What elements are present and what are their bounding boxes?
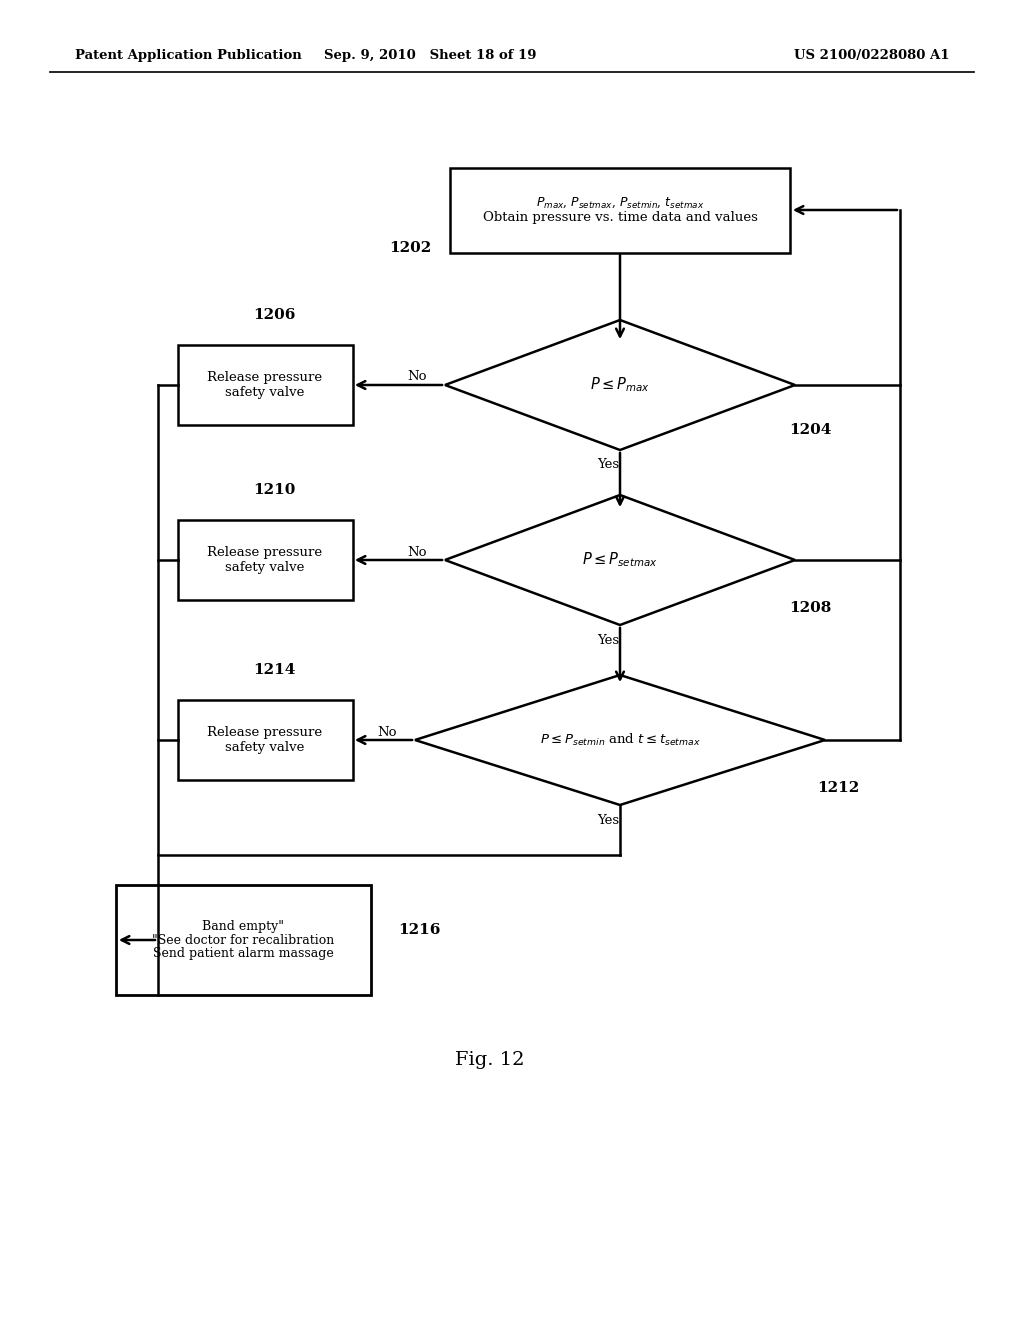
Bar	[450, 168, 790, 252]
Text: 1202: 1202	[389, 242, 431, 255]
Text: $P \leq P_{max}$: $P \leq P_{max}$	[590, 376, 650, 395]
Text: Obtain pressure vs. time data and values: Obtain pressure vs. time data and values	[482, 211, 758, 224]
Text: 1204: 1204	[788, 422, 831, 437]
Text: 1208: 1208	[788, 601, 831, 615]
Text: US 2100/0228080 A1: US 2100/0228080 A1	[795, 49, 950, 62]
Text: No: No	[408, 545, 427, 558]
Text: $P \leq P_{setmin}$ and $t \leq t_{setmax}$: $P \leq P_{setmin}$ and $t \leq t_{setma…	[540, 733, 700, 748]
Text: 1206: 1206	[253, 308, 295, 322]
Text: No: No	[378, 726, 397, 738]
Text: $P \leq P_{setmax}$: $P \leq P_{setmax}$	[583, 550, 657, 569]
Text: No: No	[408, 371, 427, 384]
Text: Release pressure
safety valve: Release pressure safety valve	[208, 546, 323, 574]
Text: Fig. 12: Fig. 12	[456, 1051, 524, 1069]
Bar	[116, 884, 371, 995]
Bar	[177, 345, 352, 425]
Polygon shape	[445, 319, 795, 450]
Bar	[177, 700, 352, 780]
Text: Patent Application Publication: Patent Application Publication	[75, 49, 302, 62]
Text: Yes: Yes	[597, 458, 620, 471]
Bar	[177, 520, 352, 601]
Text: $P_{max}$, $P_{setmax}$, $P_{setmin}$, $t_{setmax}$: $P_{max}$, $P_{setmax}$, $P_{setmin}$, $…	[536, 195, 705, 210]
Text: Sep. 9, 2010   Sheet 18 of 19: Sep. 9, 2010 Sheet 18 of 19	[324, 49, 537, 62]
Text: Yes: Yes	[597, 634, 620, 647]
Text: Band empty": Band empty"	[202, 920, 284, 932]
Text: 1214: 1214	[253, 663, 295, 677]
Text: Yes: Yes	[597, 813, 620, 826]
Text: 1210: 1210	[253, 483, 295, 498]
Text: "See doctor for recalibration: "See doctor for recalibration	[152, 933, 334, 946]
Text: Release pressure
safety valve: Release pressure safety valve	[208, 726, 323, 754]
Text: Release pressure
safety valve: Release pressure safety valve	[208, 371, 323, 399]
Text: Send patient alarm massage: Send patient alarm massage	[153, 948, 334, 961]
Text: 1212: 1212	[817, 781, 859, 795]
Text: 1216: 1216	[398, 923, 440, 937]
Polygon shape	[415, 675, 825, 805]
Polygon shape	[445, 495, 795, 624]
